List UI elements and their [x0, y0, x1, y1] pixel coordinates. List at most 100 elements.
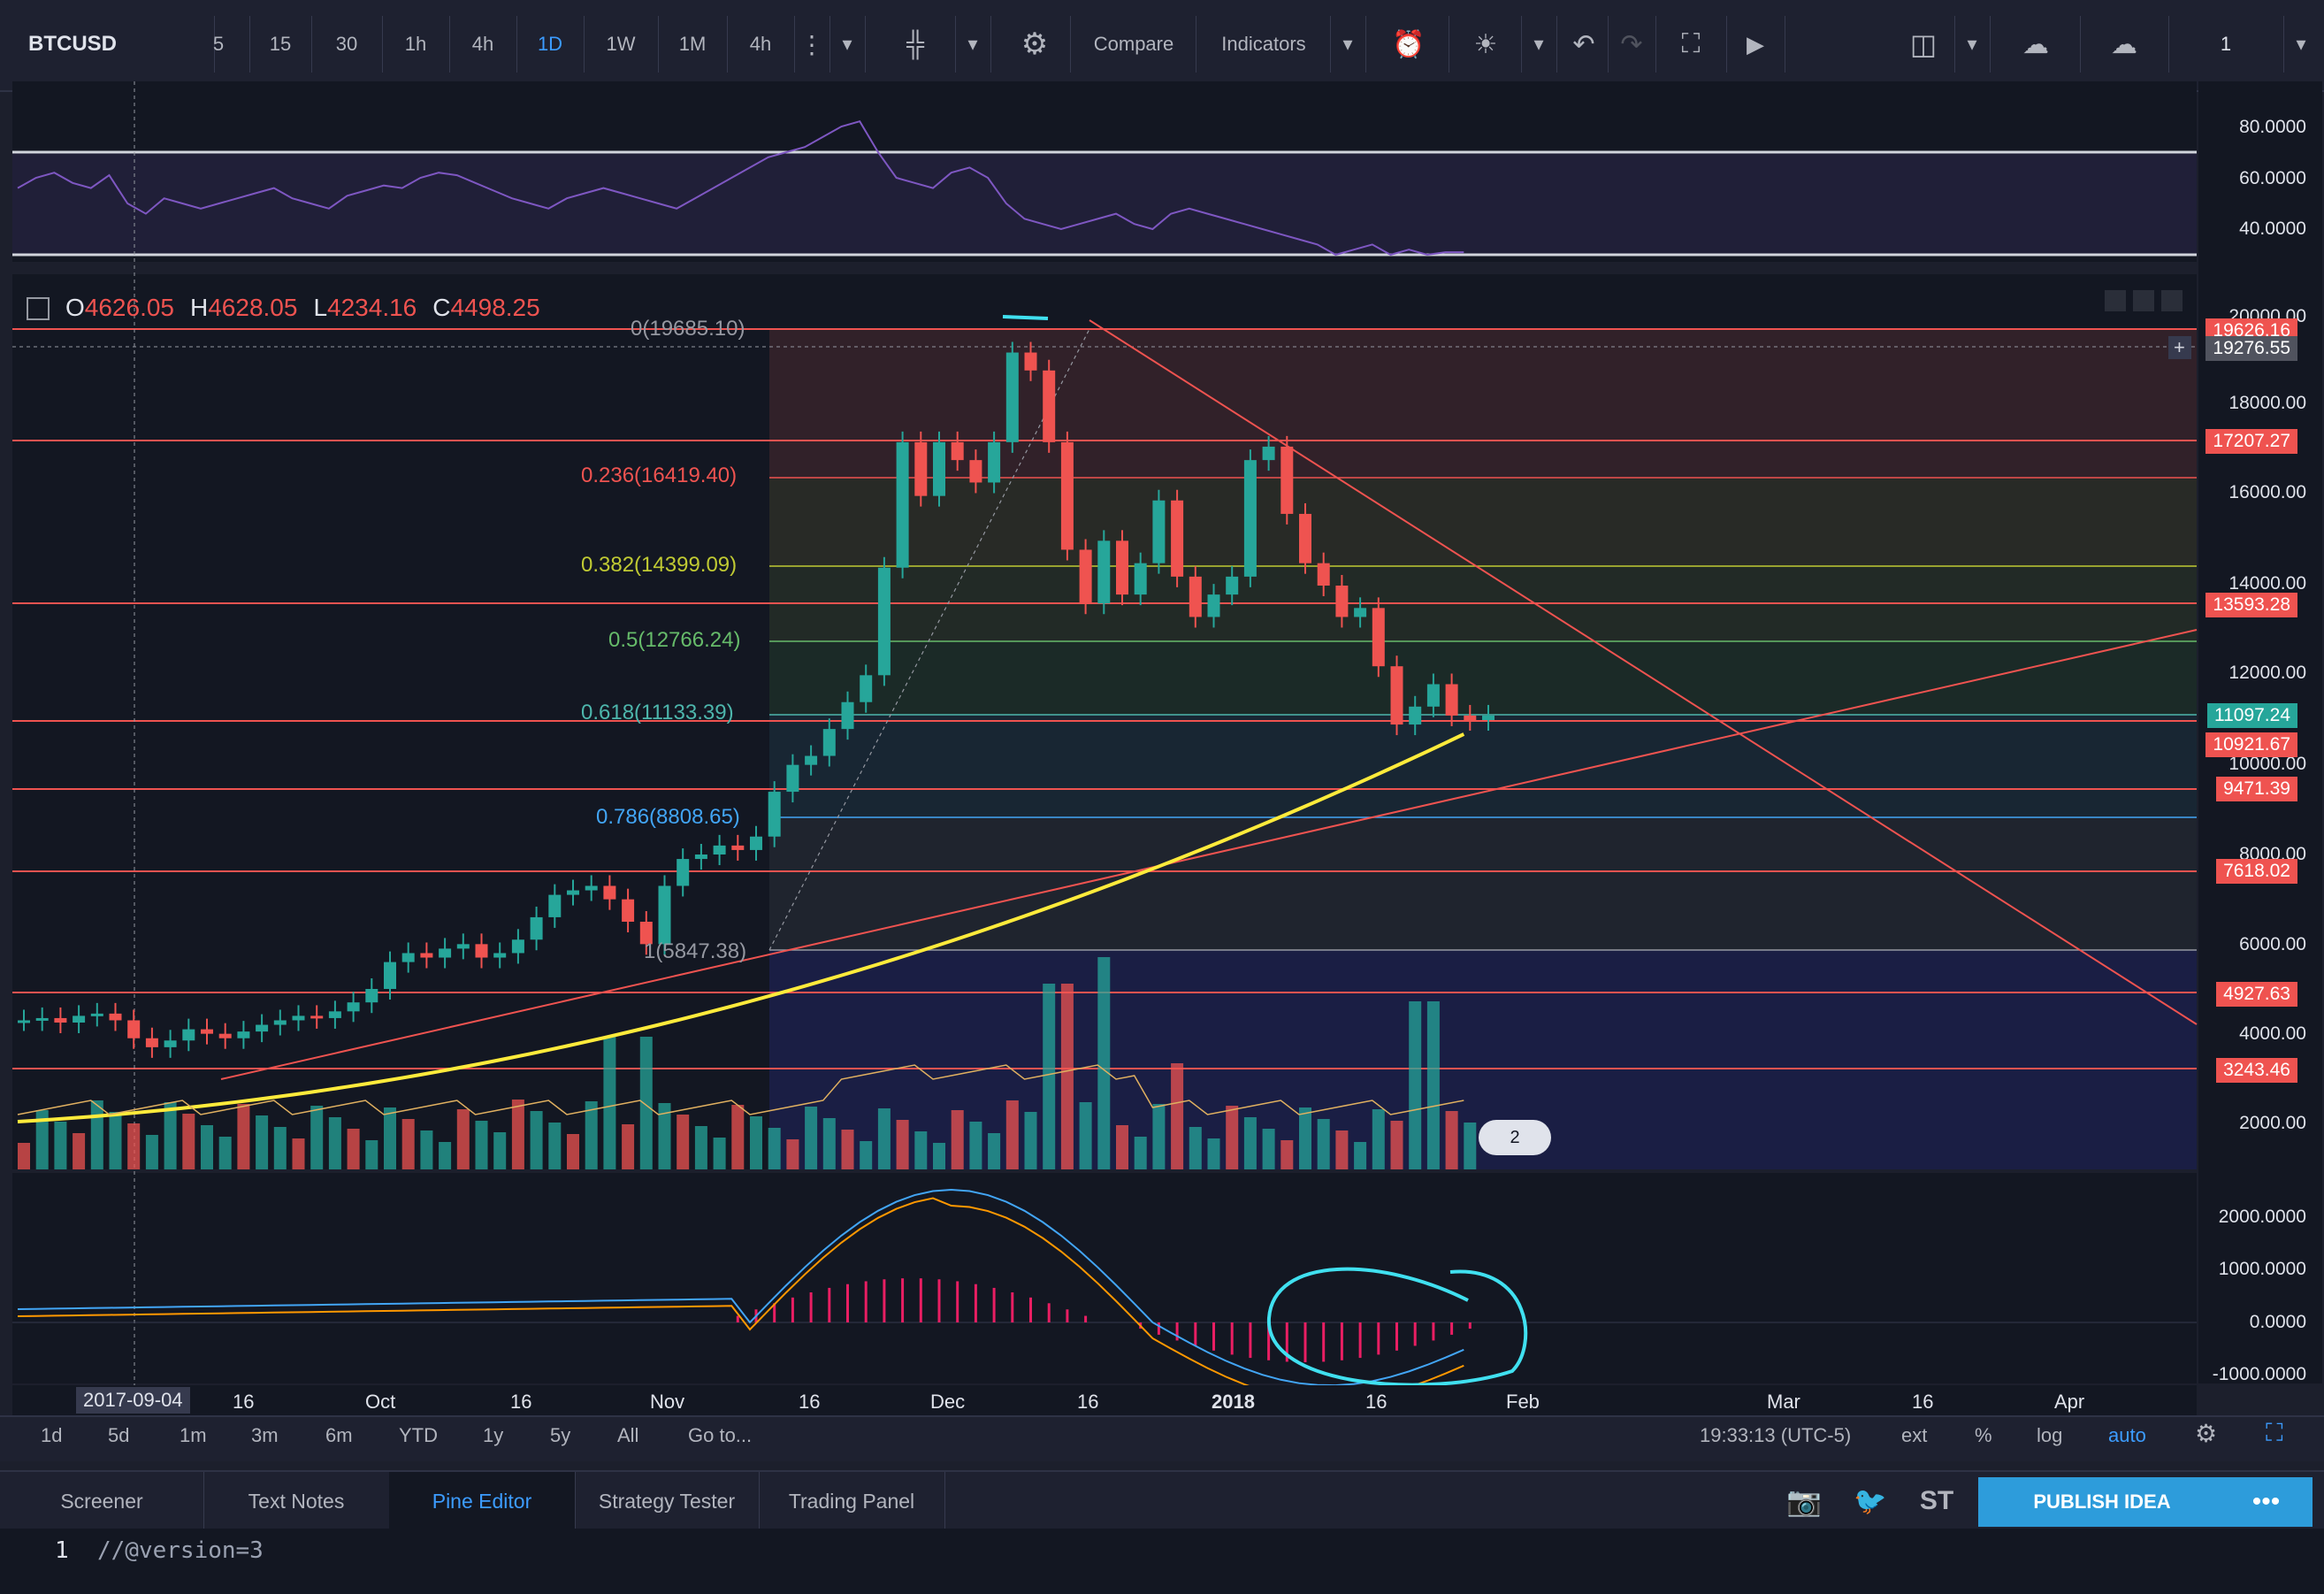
events-badge[interactable]: 2: [1479, 1120, 1551, 1155]
chevron-down-icon[interactable]: ▾: [1954, 16, 1991, 73]
stocktwits-button[interactable]: ST: [1919, 1486, 1954, 1515]
goto-button[interactable]: Go to...: [688, 1424, 753, 1446]
candle-body: [328, 1011, 341, 1018]
volume-bar: [54, 1122, 67, 1169]
time-axis[interactable]: [12, 1385, 2197, 1415]
play-icon[interactable]: ▶: [1726, 16, 1785, 73]
tab-text-notes[interactable]: Text Notes: [203, 1472, 390, 1530]
tab-strategy-tester[interactable]: Strategy Tester: [575, 1472, 760, 1530]
volume-bar: [384, 1107, 396, 1169]
more-options-button[interactable]: •••: [2220, 1477, 2313, 1527]
code-line[interactable]: //@version=3: [97, 1537, 264, 1564]
volume-bar: [1134, 1137, 1147, 1169]
fullscreen-icon[interactable]: ⛶: [2266, 1419, 2283, 1446]
twitter-icon[interactable]: 🐦: [1854, 1486, 1887, 1516]
macd-line: [17, 1188, 1464, 1387]
pane-control-icon: [2105, 290, 2126, 311]
candle-body: [822, 729, 836, 756]
candle-body: [18, 1020, 30, 1023]
more-vert-icon[interactable]: ⋮: [794, 16, 830, 73]
range-3m[interactable]: 3m: [251, 1424, 279, 1446]
fullscreen-icon[interactable]: ⛶: [1655, 16, 1727, 73]
chevron-down-icon[interactable]: ▾: [829, 16, 866, 73]
legend-toggle-icon[interactable]: [27, 297, 50, 320]
volume-bar: [18, 1143, 30, 1169]
interval-1d[interactable]: 1D: [516, 16, 585, 73]
time-label: Nov: [650, 1391, 685, 1413]
tab-screener[interactable]: Screener: [0, 1472, 204, 1530]
low-label: L: [313, 294, 328, 321]
interval-4h-2[interactable]: 4h: [727, 16, 795, 73]
fib-label-0: 0(19685.10): [631, 317, 745, 341]
chevron-down-icon[interactable]: ▾: [1521, 16, 1557, 73]
percent-toggle[interactable]: %: [1975, 1424, 1992, 1446]
range-1m[interactable]: 1m: [180, 1424, 207, 1446]
candle-body: [218, 1033, 232, 1038]
candle-body: [567, 890, 579, 895]
volume-bar: [1005, 1100, 1019, 1169]
range-1y[interactable]: 1y: [483, 1424, 504, 1446]
candle-body: [439, 948, 452, 958]
redo-icon[interactable]: ↷: [1608, 16, 1656, 73]
auto-toggle[interactable]: auto: [2108, 1424, 2146, 1446]
candle-body: [1226, 576, 1239, 595]
chevron-down-icon[interactable]: ▾: [955, 16, 991, 73]
interval-1h[interactable]: 1h: [382, 16, 450, 73]
interval-5[interactable]: 5: [187, 16, 250, 73]
range-5y[interactable]: 5y: [550, 1424, 571, 1446]
volume-bar: [1171, 1063, 1184, 1169]
pine-editor[interactable]: 1 //@version=3: [0, 1529, 2324, 1594]
line-number: 1: [55, 1537, 69, 1564]
range-5d[interactable]: 5d: [108, 1424, 130, 1446]
range-all[interactable]: All: [617, 1424, 639, 1446]
layout-icon[interactable]: ◫: [1892, 16, 1955, 73]
tab-pine-editor[interactable]: Pine Editor: [389, 1472, 576, 1530]
close-label: C: [432, 294, 451, 321]
indicators-button[interactable]: Indicators: [1197, 16, 1331, 73]
lightbulb-icon[interactable]: ☀: [1450, 16, 1522, 73]
rsi-pane[interactable]: [12, 81, 2197, 262]
volume-bar: [969, 1122, 982, 1169]
camera-icon[interactable]: 📷: [1786, 1485, 1822, 1517]
macd-pane[interactable]: [12, 1173, 2197, 1383]
symbol-search[interactable]: BTCUSD: [0, 16, 215, 73]
candle-body: [1335, 586, 1349, 617]
chevron-down-icon[interactable]: ▾: [2296, 33, 2306, 55]
candle-body: [694, 854, 707, 860]
volume-bar: [1445, 1111, 1458, 1169]
events-badge-count: 2: [1510, 1127, 1520, 1147]
log-toggle[interactable]: log: [2037, 1424, 2063, 1446]
candles-icon[interactable]: ╬: [875, 16, 956, 73]
compare-button[interactable]: Compare: [1072, 16, 1196, 73]
time-label: Feb: [1506, 1391, 1540, 1413]
gear-icon[interactable]: ⚙: [999, 16, 1071, 73]
volume-bar: [1024, 1112, 1037, 1169]
undo-icon[interactable]: ↶: [1560, 16, 1609, 73]
interval-15[interactable]: 15: [249, 16, 312, 73]
range-ytd[interactable]: YTD: [399, 1424, 438, 1446]
volume-bar: [622, 1124, 635, 1169]
interval-30[interactable]: 30: [311, 16, 383, 73]
range-6m[interactable]: 6m: [325, 1424, 353, 1446]
candle-body: [1445, 684, 1458, 716]
price-axis-4000: 4000.00: [2239, 1023, 2306, 1044]
tab-trading-panel[interactable]: Trading Panel: [759, 1472, 945, 1530]
cloud-download-icon[interactable]: ☁: [1991, 16, 2081, 73]
publish-idea-button[interactable]: PUBLISH IDEA: [1978, 1477, 2226, 1527]
cloud-upload-icon[interactable]: ☁: [2080, 16, 2169, 73]
candle-body: [713, 845, 726, 854]
candle-body: [988, 441, 1001, 483]
interval-1w[interactable]: 1W: [584, 16, 659, 73]
interval-1m[interactable]: 1M: [658, 16, 728, 73]
layout-count[interactable]: 1: [2168, 16, 2284, 73]
interval-4h[interactable]: 4h: [449, 16, 517, 73]
range-1d[interactable]: 1d: [41, 1424, 63, 1446]
pane-control-icon: [2133, 290, 2154, 311]
chevron-down-icon[interactable]: ▾: [1330, 16, 1366, 73]
candle-body: [1299, 513, 1311, 563]
ext-toggle[interactable]: ext: [1901, 1424, 1928, 1446]
candle-body: [677, 859, 690, 886]
gear-icon[interactable]: ⚙: [2195, 1420, 2218, 1447]
volume-bar: [35, 1110, 49, 1169]
alert-add-icon[interactable]: ⏰: [1369, 16, 1449, 73]
